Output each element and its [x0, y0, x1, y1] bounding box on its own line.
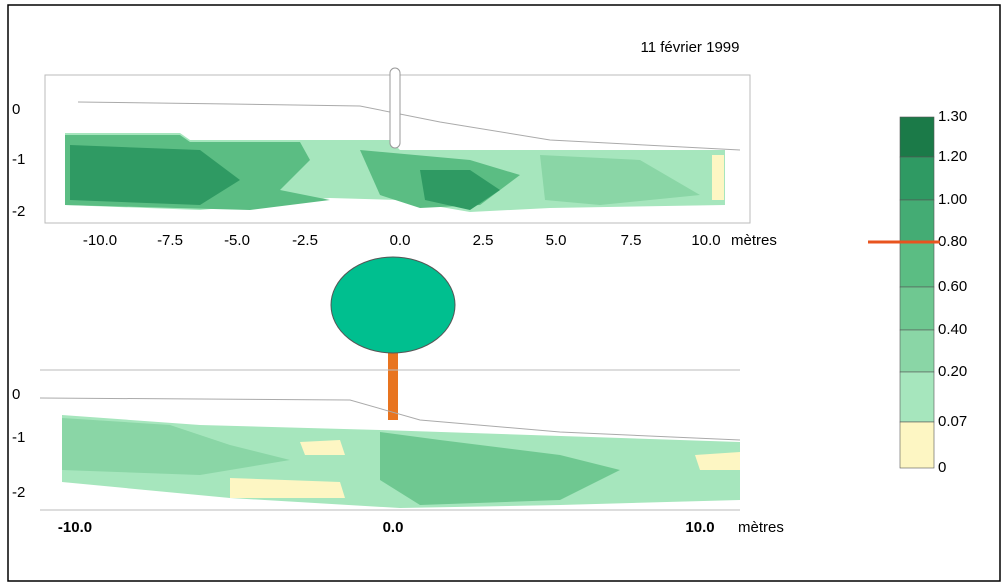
x-tick-label: 0.0 [390, 232, 411, 249]
contour [695, 452, 740, 470]
colorbar-swatch [899, 329, 935, 373]
contour [540, 155, 700, 205]
legend-label: 0 [938, 459, 946, 476]
tree-crown [330, 256, 456, 354]
x-tick-label: -7.5 [157, 232, 183, 249]
legend-label: 0.80 [938, 233, 967, 250]
y-tick-label: -1 [12, 429, 25, 446]
contour [62, 418, 290, 475]
colorbar-swatch [899, 371, 935, 423]
x-tick-label: -10.0 [58, 519, 92, 536]
x-tick-label: 5.0 [546, 232, 567, 249]
contour [380, 432, 620, 505]
y-tick-label: -1 [12, 151, 25, 168]
legend-label: 1.30 [938, 108, 967, 125]
colorbar-swatch [899, 286, 935, 331]
contour [300, 440, 345, 455]
colorbar-swatch [899, 421, 935, 469]
top-panel [44, 67, 751, 224]
x-tick-label: 2.5 [473, 232, 494, 249]
x-tick-label: 10.0 [691, 232, 720, 249]
legend-label: 0.20 [938, 363, 967, 380]
y-tick-label: -2 [12, 203, 25, 220]
colorbar-swatch [899, 116, 935, 158]
y-tick-label: 0 [12, 386, 20, 403]
x-tick-label: 0.0 [383, 519, 404, 536]
x-tick-label: -5.0 [224, 232, 250, 249]
y-tick-label: -2 [12, 484, 25, 501]
x-tick-label: -2.5 [292, 232, 318, 249]
colorbar: 1.30 1.20 1.00 0.80 0.60 0.40 0.20 0.07 0 [899, 108, 967, 476]
tree-trunk [388, 352, 398, 420]
contour [420, 170, 500, 210]
colorbar-swatch [899, 241, 935, 288]
date: 11 février 1999 [641, 39, 740, 56]
x-unit: mètres [738, 519, 784, 536]
contour [70, 145, 240, 205]
legend-label: 0.07 [938, 413, 967, 430]
tree-trunk-outline [389, 67, 401, 149]
x-tick-label: 10.0 [685, 519, 714, 536]
bottom-panel [39, 369, 741, 511]
x-unit: mètres [731, 232, 777, 249]
x-tick-label: 7.5 [621, 232, 642, 249]
legend-label: 1.20 [938, 148, 967, 165]
legend-label: 0.40 [938, 321, 967, 338]
colorbar-swatch [899, 199, 935, 243]
colorbar-swatch [899, 156, 935, 201]
contour [230, 478, 345, 498]
x-tick-label: -10.0 [83, 232, 117, 249]
bottom-surface [39, 397, 741, 441]
legend-label: 0.60 [938, 278, 967, 295]
contour [712, 155, 724, 200]
y-tick-label: 0 [12, 101, 20, 118]
legend-label: 1.00 [938, 191, 967, 208]
